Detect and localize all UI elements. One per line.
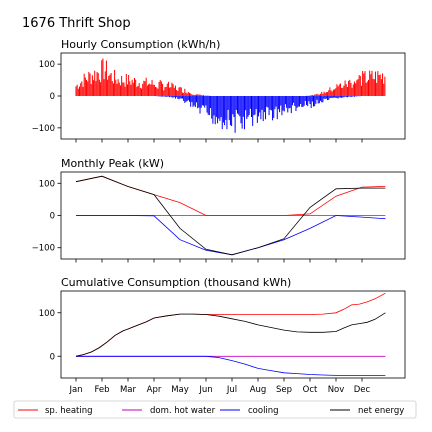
y-tick-label: 0 [50,92,55,102]
cumulative-consumption-panel: Cumulative Consumption (thousand kWh) 100… [39,276,406,382]
month-label: Oct [303,385,318,395]
plot-frame [60,290,406,379]
cooling-line [76,215,386,256]
hourly-consumption-panel: Hourly Consumption (kWh/h) 100 0 −100 [32,38,406,143]
monthly-peak-panel: Monthly Peak (kW) 100 0 −100 [32,157,406,263]
month-label: Feb [94,385,109,395]
legend-box [13,400,417,419]
month-label: May [171,385,189,395]
legend-label: dom. hot water [150,406,216,416]
month-label: Sep [276,385,292,395]
month-label: Jun [198,385,212,395]
y-tick-label: −100 [32,244,55,254]
month-label: Jul [226,385,237,395]
y-tick-label: 100 [39,309,55,319]
y-tick-label: 0 [50,212,55,222]
month-axis: Jan Feb Mar Apr May Jun Jul Aug Sep Oct Nov Dec [68,385,370,395]
month-label: Nov [328,385,345,395]
legend: sp. heating dom. hot water cooling net ener… [13,400,417,419]
panel-title: Hourly Consumption (kWh/h) [61,38,220,51]
month-label: Dec [354,385,371,395]
panel-title: Monthly Peak (kW) [61,157,164,170]
sp-heating-line [75,175,386,216]
hourly-bars [75,58,386,133]
y-tick-label: 100 [39,60,55,70]
y-tick-label: −100 [32,124,55,134]
legend-label: cooling [248,406,279,416]
legend-label: net energy [358,406,404,416]
month-label: Apr [147,385,162,395]
month-label: Mar [120,385,137,395]
month-label: Aug [250,385,267,395]
sp-heating-line [75,292,386,357]
month-label: Jan [68,385,82,395]
net-energy-line [75,175,386,256]
figure-title: 1676 Thrift Shop [22,16,131,31]
net-energy-line [75,312,386,357]
legend-label: sp. heating [45,406,93,416]
y-tick-label: 0 [50,352,55,362]
panel-title: Cumulative Consumption (thousand kWh) [61,276,291,289]
cooling-line [76,355,386,376]
y-tick-label: 100 [39,179,55,189]
